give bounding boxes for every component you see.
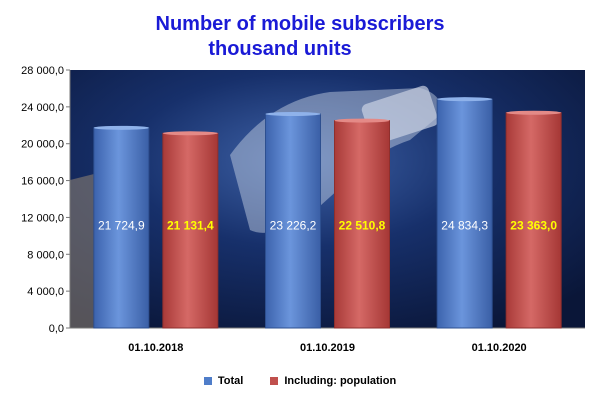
bar-cap	[93, 125, 149, 130]
bar-cap	[265, 111, 321, 116]
data-label: 21 131,4	[167, 218, 214, 232]
legend-item-total: Total	[203, 375, 244, 388]
bar-total	[436, 98, 493, 329]
legend-item-population: Including: population	[270, 375, 396, 387]
plot-background	[70, 70, 585, 328]
y-tick-label: 12 000,0	[21, 212, 64, 224]
bar-cap	[334, 118, 390, 123]
y-tick-label: 24 000,0	[21, 102, 64, 114]
legend: Total Including: population	[0, 375, 600, 387]
legend-swatch	[270, 377, 279, 386]
y-tick-label: 8 000,0	[27, 249, 64, 261]
data-label: 23 226,2	[270, 218, 317, 232]
y-tick-label: 0,0	[49, 323, 64, 335]
x-tick-label: 01.10.2020	[472, 342, 527, 354]
legend-label: Including: population	[284, 375, 397, 388]
x-tick-label: 01.10.2018	[128, 342, 183, 354]
x-tick-label: 01.10.2019	[300, 342, 355, 354]
bar-total	[93, 127, 150, 329]
legend-swatch	[203, 377, 212, 386]
bar-population	[505, 112, 562, 329]
bar-cap	[506, 110, 562, 115]
y-tick-label: 4 000,0	[27, 286, 64, 298]
y-tick-label: 16 000,0	[21, 176, 64, 188]
bar-population	[162, 132, 219, 329]
data-label: 24 834,3	[441, 218, 488, 232]
chart-subtitle: thousand units	[208, 38, 352, 60]
chart-title: Number of mobile subscribers	[155, 13, 445, 35]
legend-label: Total	[217, 375, 244, 388]
data-label: 22 510,8	[339, 218, 386, 232]
bar-cap	[437, 97, 493, 102]
data-label: 21 724,9	[98, 218, 145, 232]
data-label: 23 363,0	[510, 218, 557, 232]
y-tick-label: 20 000,0	[21, 139, 64, 151]
bar-cap	[162, 131, 218, 136]
y-tick-label: 28 000,0	[21, 65, 64, 77]
